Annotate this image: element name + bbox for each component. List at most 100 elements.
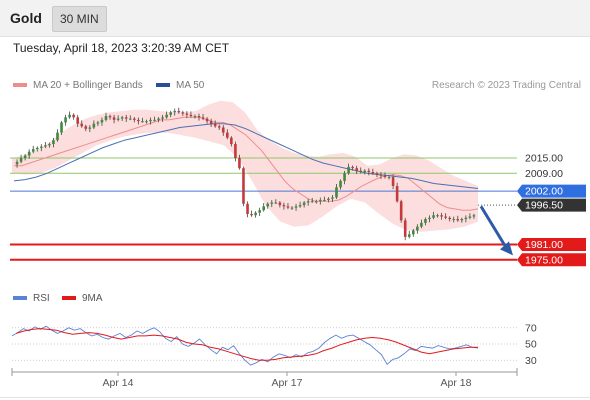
candle-body [137, 119, 140, 122]
pivot-price-tag-bg [517, 184, 586, 198]
candle-body [193, 116, 197, 118]
last-price-tag: 1996.50 [517, 198, 586, 212]
rsi-label: RSI [33, 293, 50, 304]
timeframe-button[interactable]: 30 MIN [52, 6, 107, 32]
legend-ma20: MA 20 + Bollinger Bands [13, 80, 143, 91]
candle-body [120, 117, 124, 119]
candle-body [448, 217, 451, 220]
candle-body [452, 219, 456, 221]
level-label-2009.00: 2009.00 [525, 168, 563, 180]
rsi-tick-label: 70 [525, 322, 537, 334]
rsi-ma-swatch [62, 296, 76, 301]
rsi-tick-label: 50 [525, 339, 537, 351]
candle-body [371, 172, 375, 174]
candle-body [157, 118, 160, 120]
candle-body [112, 117, 116, 120]
candle-body [44, 145, 47, 147]
candle-body [209, 121, 213, 124]
candle-body [262, 206, 265, 211]
candle-body [88, 127, 92, 129]
candle-body [391, 177, 395, 186]
candle-body [116, 118, 120, 120]
candle-body [363, 170, 367, 173]
candle-body [242, 168, 245, 204]
ma50-swatch [156, 83, 170, 88]
candle-body [319, 199, 322, 202]
candle-body [108, 116, 112, 118]
candle-body [92, 123, 96, 128]
candle-body [323, 199, 326, 201]
candle-body [145, 121, 148, 123]
candle-body [460, 219, 464, 221]
candle-body [274, 202, 278, 204]
candle-body [436, 215, 439, 217]
candle-body [250, 213, 253, 216]
candle-body [68, 114, 71, 118]
pivot-price-tag: 2002.00 [517, 184, 586, 198]
candle-body [286, 206, 290, 208]
candle-body [141, 121, 144, 123]
rsi-tick-label: 30 [525, 355, 537, 367]
bollinger-band-area [12, 100, 478, 232]
candle-body [128, 118, 132, 120]
ma20-label: MA 20 + Bollinger Bands [33, 80, 143, 91]
candle-body [432, 215, 435, 218]
candle-body [153, 119, 156, 121]
candle-body [149, 119, 152, 122]
forecast-arrow-shaft [479, 205, 508, 249]
candle-body [472, 215, 476, 217]
candle-body [424, 219, 427, 223]
candle-body [444, 216, 447, 218]
candle-body [331, 197, 334, 199]
candle-body [19, 158, 23, 162]
candle-body [169, 112, 172, 115]
candle-body [56, 132, 59, 141]
candle-body [76, 117, 79, 124]
timestamp: Tuesday, April 18, 2023 3:20:39 AM CET [13, 41, 230, 55]
candle-body [339, 180, 342, 188]
candle-body [266, 203, 270, 207]
candle-body [64, 117, 67, 123]
support-price-tag-1981.00-text: 1981.00 [525, 239, 563, 251]
rsi-ma-label: 9MA [82, 293, 103, 304]
candle-body [351, 166, 354, 169]
candle-body [359, 170, 363, 173]
candle-body [189, 114, 193, 117]
candle-body [234, 144, 237, 159]
candle-body [173, 110, 177, 113]
support-price-tag-1975.00-bg [517, 253, 586, 267]
symbol-title: Gold [10, 10, 42, 26]
candle-body [290, 207, 294, 209]
support-price-tag-1975.00: 1975.00 [517, 253, 586, 266]
candle-body [355, 168, 358, 171]
candle-body [104, 116, 108, 120]
candle-body [84, 126, 88, 129]
candle-body [407, 234, 411, 237]
candle-body [238, 158, 241, 169]
candle-body [468, 216, 472, 218]
candle-body [310, 201, 314, 203]
candle-body [367, 170, 371, 173]
top-bar: Gold 30 MIN [0, 0, 590, 37]
candle-body [165, 114, 168, 118]
candle-body [383, 175, 387, 178]
candle-body [347, 166, 350, 174]
candle-body [420, 222, 423, 227]
candle-body [379, 174, 383, 176]
candle-body [270, 202, 274, 204]
candle-body [80, 123, 84, 127]
level-label-2015.00: 2015.00 [525, 153, 563, 165]
support-price-tag-1981.00-bg [517, 237, 586, 251]
x-axis-tick-label: Apr 18 [441, 377, 472, 389]
candle-body [395, 186, 399, 202]
candle-body [133, 118, 136, 120]
last-price-tag-text: 1996.50 [525, 200, 563, 212]
candle-body [35, 147, 39, 150]
candle-body [15, 161, 19, 165]
last-price-tag-bg [517, 198, 586, 212]
candle-body [185, 113, 189, 115]
candle-body [246, 203, 249, 214]
candle-body [221, 127, 225, 133]
candle-body [177, 110, 181, 113]
